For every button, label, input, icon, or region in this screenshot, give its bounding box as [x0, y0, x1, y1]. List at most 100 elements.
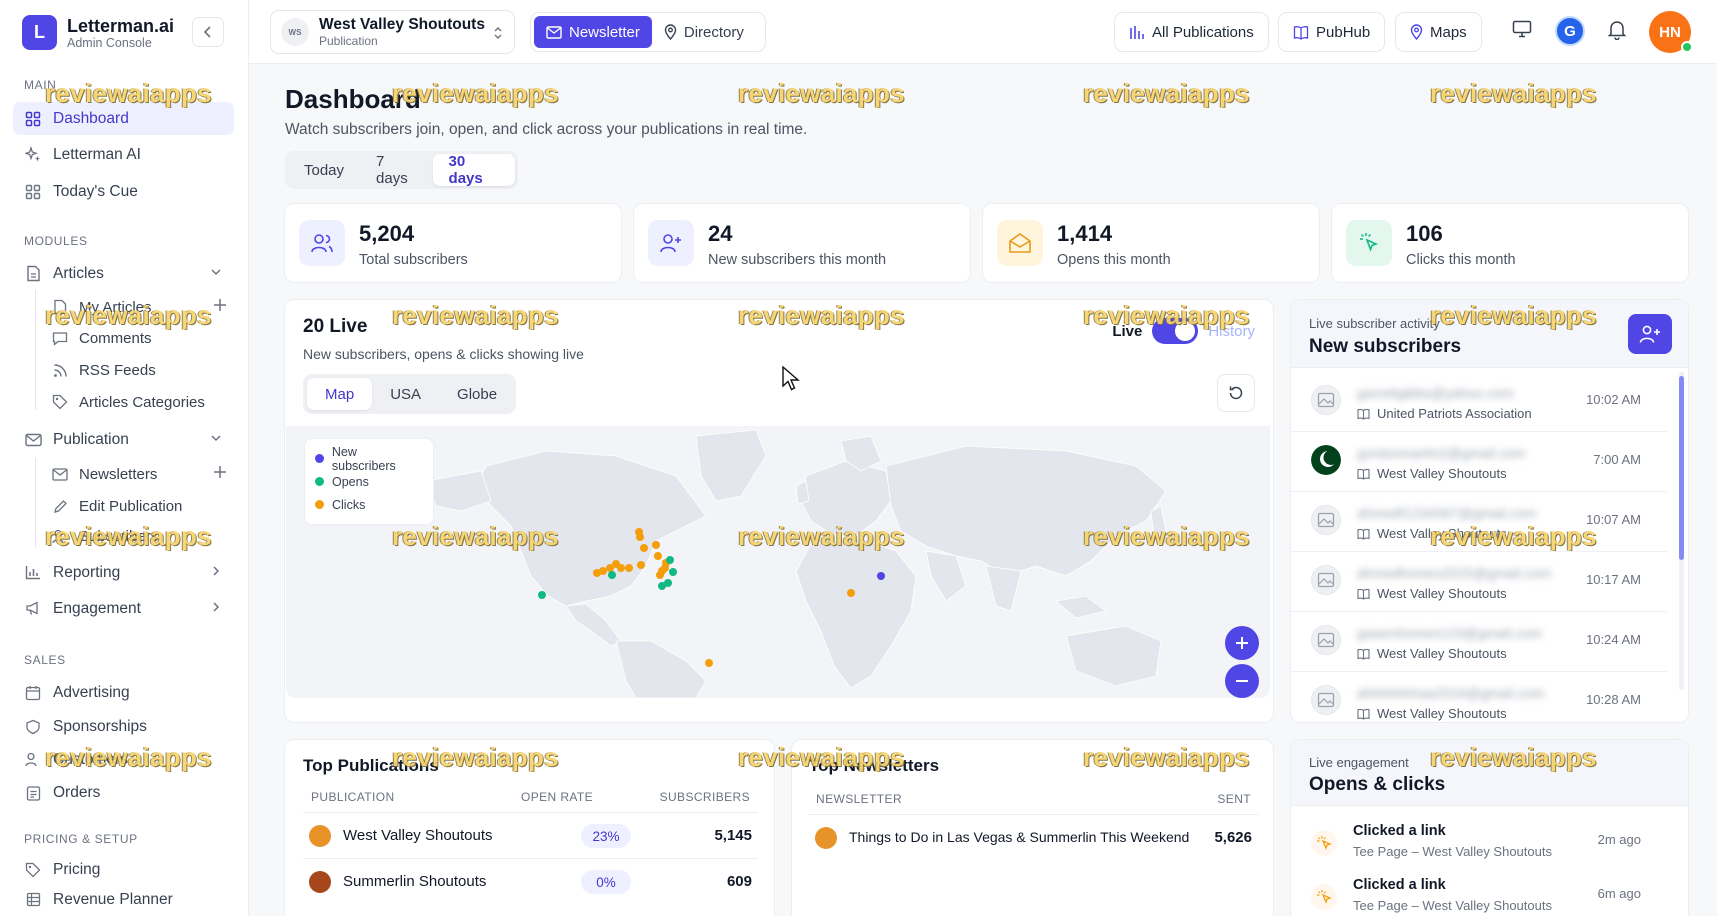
sidebar-subitem-articles-categories[interactable]: Articles Categories [51, 389, 231, 415]
map-marker[interactable] [625, 564, 633, 572]
list-item[interactable]: Clicked a link Tee Page – West Valley Sho… [1291, 816, 1667, 868]
map-marker[interactable] [652, 541, 660, 549]
pubhub-button[interactable]: PubHub [1278, 12, 1386, 52]
sidebar-subitem-newsletters[interactable]: Newsletters [51, 461, 231, 487]
range-today[interactable]: Today [304, 161, 345, 179]
sidebar-subitem-subscribers[interactable]: Subscribers [51, 523, 231, 549]
map-marker[interactable] [666, 556, 674, 564]
list-item[interactable]: gordonmartin2@gmail.com West Valley Shout… [1291, 432, 1667, 492]
map-marker[interactable] [637, 561, 645, 569]
live-toggle-switch[interactable] [1152, 318, 1199, 344]
section-modules: MODULES [24, 234, 88, 248]
map-marker[interactable] [877, 572, 885, 580]
sidebar-item-todays-cue[interactable]: Today's Cue [13, 175, 234, 208]
live-history-toggle: Live History [1112, 318, 1255, 344]
list-item[interactable]: Clicked a link Tee Page – West Valley Sho… [1291, 870, 1667, 916]
sidebar-subitem-edit-publication[interactable]: Edit Publication [51, 493, 231, 519]
google-account-avatar[interactable]: G [1555, 16, 1585, 46]
column-header-newsletter: NEWSLETTER [816, 792, 903, 806]
publication-label: United Patriots Association [1377, 406, 1532, 421]
table-row[interactable]: West Valley Shoutouts 23% 5,145 [303, 812, 758, 858]
map-marker[interactable] [669, 568, 677, 576]
range-7-days[interactable]: 7 days [376, 153, 408, 187]
map-marker[interactable] [654, 552, 662, 560]
map-marker[interactable] [608, 571, 616, 579]
map-marker[interactable] [661, 564, 669, 572]
sidebar-subitem-my-articles[interactable]: My Articles [51, 294, 231, 320]
sidebar-item-reporting[interactable]: Reporting [13, 556, 234, 589]
map-marker[interactable] [538, 591, 546, 599]
chat-icon [51, 329, 69, 347]
directory-mode-button[interactable]: Directory [652, 16, 756, 48]
bell-icon[interactable] [1607, 19, 1627, 40]
column-header-subscribers: SUBSCRIBERS [659, 790, 750, 804]
image-placeholder-icon [1317, 632, 1335, 648]
sidebar-item-pricing[interactable]: Pricing [13, 853, 234, 886]
tab-map[interactable]: Map [307, 378, 373, 410]
sidebar-item-advertising[interactable]: Advertising [13, 676, 234, 709]
legend-item-opens: Opens [315, 470, 423, 493]
sidebar-item-letterman-ai[interactable]: Letterman AI [13, 138, 234, 171]
map-marker[interactable] [636, 533, 644, 541]
map-marker[interactable] [705, 659, 713, 667]
sidebar-item-label: Engagement [53, 599, 141, 617]
map-marker[interactable] [599, 567, 607, 575]
tab-usa[interactable]: USA [390, 385, 422, 403]
list-item[interactable]: garrettgibbs@yahoo.com United Patriots As… [1291, 372, 1667, 432]
all-publications-button[interactable]: All Publications [1114, 12, 1269, 52]
collapse-sidebar-button[interactable] [192, 17, 224, 47]
publication-selector[interactable]: WS West Valley Shoutouts Publication [270, 10, 515, 54]
engagement-action: Clicked a link [1353, 877, 1446, 893]
maps-button[interactable]: Maps [1395, 12, 1482, 52]
zoom-out-button[interactable] [1225, 664, 1259, 698]
sidebar-item-label: Sponsorships [53, 717, 147, 735]
top-publications-title: Top Publications [303, 756, 439, 775]
map-marker[interactable] [606, 564, 614, 572]
book-icon [1357, 588, 1370, 600]
sidebar-item-publication[interactable]: Publication [13, 423, 234, 456]
table-row[interactable]: Summerlin Shoutouts 0% 609 [303, 858, 758, 904]
reset-map-button[interactable] [1217, 374, 1255, 412]
list-item[interactable]: ahmedf1234567@gmail.com West Valley Shout… [1291, 492, 1667, 552]
map-marker[interactable] [662, 559, 670, 567]
sidebar-item-engagement[interactable]: Engagement [13, 592, 234, 625]
sidebar-item-dashboard[interactable]: Dashboard [13, 102, 234, 135]
sidebar-item-revenue-planner[interactable]: Revenue Planner [13, 883, 234, 916]
live-map-card: 20 Live New subscribers, opens & clicks … [284, 299, 1274, 723]
list-item[interactable]: gawenhomes123@gmail.com West Valley Shout… [1291, 612, 1667, 672]
sidebar-item-sponsorships[interactable]: Sponsorships [13, 710, 234, 743]
user-plus-icon [648, 220, 694, 266]
map-marker[interactable] [593, 569, 601, 577]
range-30-days[interactable]: 30 days [432, 153, 515, 187]
publication-label: West Valley Shoutouts [1377, 706, 1507, 721]
map-legend: New subscribers Opens Clicks [304, 438, 434, 525]
zoom-in-button[interactable] [1225, 626, 1259, 660]
sidebar-item-orders[interactable]: Orders [13, 776, 234, 809]
monitor-icon[interactable] [1512, 19, 1532, 39]
table-row[interactable]: Things to Do in Las Vegas & Summerlin Th… [809, 814, 1258, 860]
document-edit-icon [51, 298, 69, 316]
sidebar-item-articles[interactable]: Articles [13, 257, 234, 290]
sidebar-subitem-rss-feeds[interactable]: RSS Feeds [51, 357, 231, 383]
map-marker[interactable] [640, 544, 648, 552]
map-marker[interactable] [658, 582, 666, 590]
sidebar-subitem-comments[interactable]: Comments [51, 325, 231, 351]
list-item[interactable]: ahhhhhhhaa2024@gmail.com West Valley Shou… [1291, 672, 1667, 722]
newsletter-mode-button[interactable]: Newsletter [534, 16, 652, 48]
map-marker[interactable] [612, 560, 620, 568]
map-marker[interactable] [617, 564, 625, 572]
list-item[interactable]: ahmedhomes2025@gmail.com West Valley Shou… [1291, 552, 1667, 612]
add-subscriber-button[interactable] [1628, 314, 1672, 354]
map-marker[interactable] [847, 589, 855, 597]
brand[interactable]: L Letterman.ai Admin Console [22, 15, 174, 50]
map-marker[interactable] [656, 571, 664, 579]
history-label[interactable]: History [1208, 322, 1255, 340]
live-engagement-panel: Live engagement Opens & clicks Clicked a… [1290, 739, 1689, 916]
map-marker[interactable] [664, 579, 672, 587]
engagement-action: Clicked a link [1353, 823, 1446, 839]
world-map[interactable]: New subscribers Opens Clicks [286, 426, 1270, 698]
tab-globe[interactable]: Globe [457, 385, 498, 403]
scrollbar-thumb[interactable] [1679, 376, 1684, 560]
map-marker[interactable] [635, 528, 643, 536]
sidebar-item-customers[interactable]: Customers [13, 743, 234, 776]
